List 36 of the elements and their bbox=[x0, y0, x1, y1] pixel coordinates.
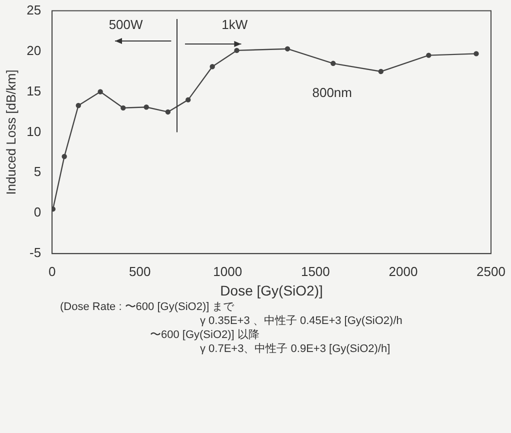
x-tick-label: 2000 bbox=[388, 264, 418, 279]
text: 〜600 [Gy(SiO2)] 以降 bbox=[149, 328, 260, 342]
point bbox=[378, 68, 384, 74]
point bbox=[234, 48, 240, 54]
y-tick-label: 5 bbox=[34, 164, 42, 180]
point bbox=[330, 60, 336, 66]
point bbox=[186, 97, 191, 102]
x-tick-label: 500 bbox=[128, 264, 151, 279]
point bbox=[210, 64, 215, 70]
x-tick-label: 1500 bbox=[300, 264, 330, 279]
annotation: 500W bbox=[108, 16, 144, 32]
point bbox=[144, 104, 149, 110]
annotation: 1kW bbox=[222, 16, 248, 32]
point bbox=[165, 109, 171, 115]
y-tick-label: 0 bbox=[34, 204, 42, 220]
text: γ 0.35E+3 、中性子 0.45E+3 [Gy(SiO2)/h bbox=[199, 314, 404, 328]
y-tick-label: -5 bbox=[29, 245, 42, 260]
point bbox=[98, 89, 103, 94]
text: γ 0.7E+3、中性子 0.9E+3 [Gy(SiO2)/h] bbox=[199, 342, 392, 356]
x-tick-label: 2500 bbox=[476, 264, 506, 279]
y-tick-label: 15 bbox=[26, 83, 42, 98]
point bbox=[284, 46, 290, 52]
y-tick-label: 25 bbox=[26, 2, 42, 18]
x-axis-title: Dose [Gy(SiO2)] bbox=[220, 282, 323, 298]
text: (Dose Rate : 〜600 [Gy(SiO2)] まで bbox=[59, 300, 236, 314]
point bbox=[76, 102, 81, 108]
x-tick-label: 0 bbox=[48, 264, 56, 279]
point bbox=[120, 105, 126, 111]
y-axis-title: Induced Loss [dB/km] bbox=[3, 70, 18, 195]
y-tick-label: 20 bbox=[26, 42, 42, 58]
point bbox=[426, 52, 432, 58]
x-tick-label: 1000 bbox=[213, 264, 242, 279]
point bbox=[62, 154, 67, 160]
y-tick-label: 10 bbox=[26, 124, 42, 139]
annotation: 800nm bbox=[312, 84, 352, 100]
point bbox=[474, 51, 479, 56]
